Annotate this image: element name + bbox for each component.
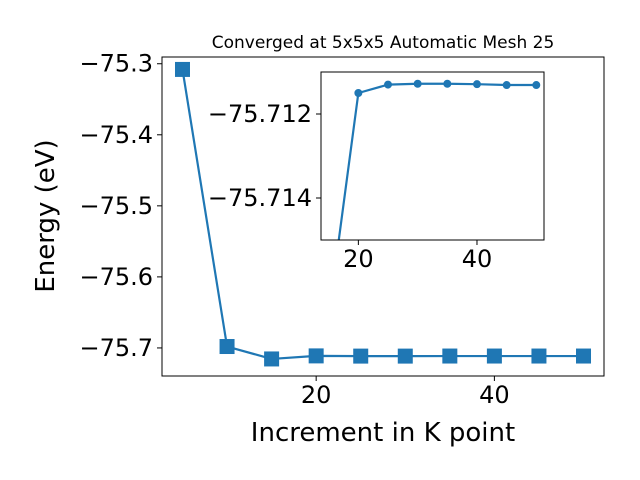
inset-y-ticks: −75.714 −75.712 <box>208 100 321 212</box>
inset-data-point <box>443 79 452 88</box>
chart-title: Converged at 5x5x5 Automatic Mesh 25 <box>212 33 555 53</box>
inset-x-tick-label: 20 <box>343 245 374 273</box>
main-series <box>174 61 592 367</box>
main-y-tick-label: −75.4 <box>79 121 153 149</box>
inset-series-line <box>337 82 537 240</box>
main-data-point <box>264 351 280 367</box>
inset-y-tick-label: −75.714 <box>208 184 312 212</box>
inset-axes: −75.714−75.712 20 40 <box>208 71 545 273</box>
main-y-tick-label: −75.6 <box>79 263 153 291</box>
main-y-ticks: −75.7 −75.6 −75.5 −75.4 −75.3 <box>79 50 162 362</box>
inset-frame <box>320 71 545 241</box>
main-data-point <box>442 348 458 364</box>
main-data-point <box>576 348 592 364</box>
main-frame <box>161 56 605 377</box>
main-data-point <box>219 339 235 355</box>
inset-data-point <box>532 81 541 90</box>
main-data-point <box>174 61 190 77</box>
main-x-tick-label: 40 <box>479 381 510 409</box>
main-data-point <box>308 348 324 364</box>
main-data-point <box>531 348 547 364</box>
inset-data-point <box>384 80 393 89</box>
inset-x-ticks: 20 40 <box>343 240 492 273</box>
main-data-point <box>353 348 369 364</box>
inset-x-tick-label: 40 <box>462 245 493 273</box>
inset-data-point <box>354 89 363 97</box>
main-y-tick-label: −75.7 <box>79 334 153 362</box>
main-y-tick-label: −75.5 <box>79 192 153 220</box>
inset-data-point <box>502 81 511 90</box>
x-axis-label: Increment in K point <box>251 418 515 448</box>
main-data-point <box>486 348 502 364</box>
main-x-ticks: 20 40 <box>301 376 510 409</box>
inset-data-point <box>472 80 481 89</box>
main-x-tick-label: 20 <box>301 381 332 409</box>
inset-series <box>337 79 541 240</box>
inset-data-point <box>413 79 422 88</box>
inset-y-tick-label: −75.712 <box>208 100 312 128</box>
main-y-tick-label: −75.3 <box>79 50 153 78</box>
y-axis-label: Energy (eV) <box>31 139 61 292</box>
main-series-line <box>181 69 584 361</box>
inset-plot-area <box>321 72 544 240</box>
main-data-point <box>397 348 413 364</box>
